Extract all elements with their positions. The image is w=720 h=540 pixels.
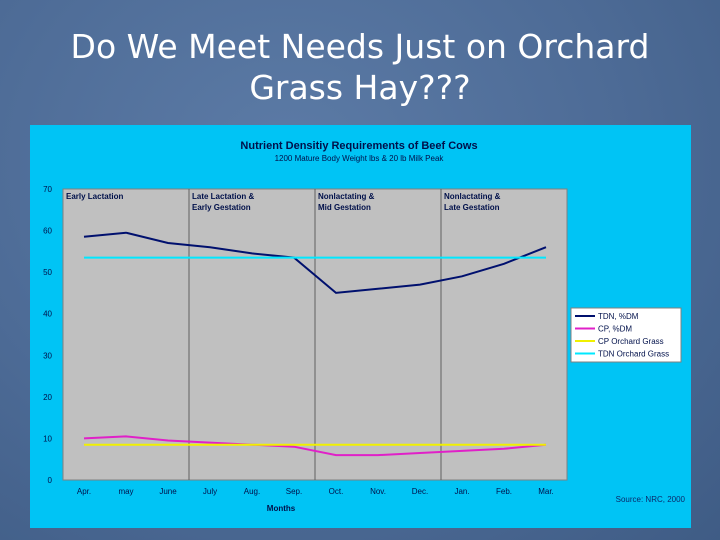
chart-panel: Nutrient Densitiy Requirements of Beef C… (30, 125, 691, 528)
x-tick-label: Jan. (454, 487, 469, 496)
series-line (83, 435, 547, 457)
y-tick-label: 40 (43, 310, 52, 319)
slide-title: Do We Meet Needs Just on Orchard Grass H… (40, 26, 680, 108)
x-tick-label: Mar. (538, 487, 554, 496)
x-tick-label: July (203, 487, 217, 496)
nutrient-density-chart: Nutrient Densitiy Requirements of Beef C… (43, 140, 686, 513)
chart-subtitle: 1200 Mature Body Weight lbs & 20 lb Milk… (275, 154, 445, 163)
x-tick-label: June (159, 487, 177, 496)
x-tick-label: Apr. (77, 487, 91, 496)
x-tick-label: Sep. (286, 487, 302, 496)
x-tick-label: may (118, 487, 133, 496)
chart-title: Nutrient Densitiy Requirements of Beef C… (240, 140, 477, 152)
phase-label: Nonlactating & (318, 192, 375, 201)
x-tick-label: Dec. (412, 487, 428, 496)
phase-label: Late Gestation (444, 203, 500, 212)
x-tick-label: Oct. (329, 487, 344, 496)
legend-label: TDN, %DM (598, 312, 639, 321)
legend-label: CP, %DM (598, 325, 632, 334)
legend-label: CP Orchard Grass (598, 337, 664, 346)
y-tick-label: 60 (43, 227, 52, 236)
x-axis-label: Months (267, 504, 296, 513)
legend-label: TDN Orchard Grass (598, 350, 669, 359)
phase-label: Late Lactation & (192, 192, 254, 201)
series-line (83, 231, 547, 294)
phase-label: Mid Gestation (318, 203, 371, 212)
x-tick-label: Feb. (496, 487, 512, 496)
y-tick-label: 50 (43, 268, 52, 277)
slide-title-line-1: Do We Meet Needs Just on Orchard (70, 27, 650, 66)
y-tick-label: 0 (48, 476, 53, 485)
y-tick-label: 70 (43, 185, 52, 194)
x-tick-label: Nov. (370, 487, 386, 496)
y-tick-label: 20 (43, 393, 52, 402)
phase-label: Early Gestation (192, 203, 251, 212)
y-tick-label: 10 (43, 434, 52, 443)
slide-title-line-2: Grass Hay??? (249, 68, 471, 107)
x-tick-label: Aug. (244, 487, 260, 496)
phase-label: Early Lactation (66, 192, 123, 201)
source-note: Source: NRC, 2000 (616, 495, 686, 504)
phase-label: Nonlactating & (444, 192, 501, 201)
y-tick-label: 30 (43, 351, 52, 360)
